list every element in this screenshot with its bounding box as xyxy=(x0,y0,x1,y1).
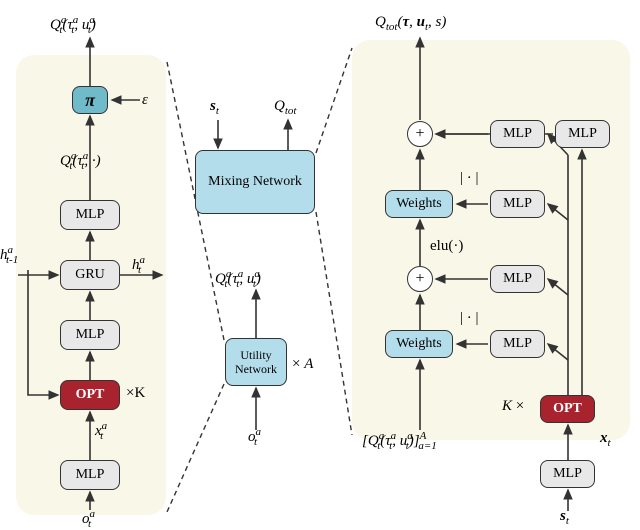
right-mlp-bot: MLP xyxy=(540,460,595,488)
left-h-in: hat-1 xyxy=(0,244,18,266)
left-q-top: Qat(τat, uat) xyxy=(50,14,96,36)
left-mlp-3: MLP xyxy=(60,200,120,230)
box-label: MLP xyxy=(76,207,105,223)
right-mlp-b1: MLP xyxy=(490,265,545,293)
right-abs1: | · | xyxy=(460,310,479,327)
box-label: MLP xyxy=(568,126,597,142)
right-mlp-w2: MLP xyxy=(490,190,545,218)
box-label: MLP xyxy=(503,336,532,352)
right-Ktimes: K × xyxy=(502,398,524,415)
left-ot: oat xyxy=(82,508,91,530)
box-label: MLP xyxy=(76,327,105,343)
center-st: st xyxy=(210,98,219,117)
right-panel xyxy=(352,40,630,440)
right-mlp-w1: MLP xyxy=(490,330,545,358)
box-label: OPT xyxy=(76,387,105,403)
box-label: MLP xyxy=(503,196,532,212)
plus2-icon: + xyxy=(407,121,433,147)
box-label: MLP xyxy=(76,467,105,483)
box-label: MLP xyxy=(553,466,582,482)
right-xt: xt xyxy=(600,430,611,449)
right-opt: OPT xyxy=(540,395,595,423)
left-gru: GRU xyxy=(60,260,120,290)
mixing-network: Mixing Network xyxy=(195,150,315,214)
center-qtot: Qtot xyxy=(274,98,296,117)
left-opt: OPT xyxy=(60,380,120,410)
right-elu: elu(·) xyxy=(430,238,463,255)
left-h-out: hat xyxy=(132,254,141,276)
box-label: MLP xyxy=(503,126,532,142)
right-mlp-b2: MLP xyxy=(490,120,545,148)
box-label: OPT xyxy=(553,401,582,417)
right-q-in: [Qat(τat, uat)]Aa=1 xyxy=(362,430,437,452)
left-pi: π xyxy=(72,86,108,114)
center-timesA: × A xyxy=(292,356,313,373)
left-mlp-bottom: MLP xyxy=(60,460,120,490)
left-eps: ε xyxy=(142,92,148,109)
center-oa: oat xyxy=(248,426,257,448)
right-mlp-top: MLP xyxy=(555,120,610,148)
right-abs2: | · | xyxy=(460,170,479,187)
left-timesK: ×K xyxy=(126,385,145,402)
box-label: GRU xyxy=(75,267,105,283)
box-label: Weights xyxy=(396,336,442,352)
left-xt: xat xyxy=(95,420,103,442)
center-qa: Qat(τat, uat) xyxy=(215,268,261,290)
right-st: st xyxy=(560,508,569,527)
box-label: π xyxy=(85,90,95,111)
box-label: MLP xyxy=(503,271,532,287)
left-mlp-2: MLP xyxy=(60,320,120,350)
right-weights2: Weights xyxy=(385,190,453,218)
utility-network: UtilityNetwork xyxy=(225,338,287,386)
right-q-top: Qtot(τ, ut, s) xyxy=(375,14,446,33)
left-q-dot: Qat(τat, ·) xyxy=(60,150,101,172)
right-weights1: Weights xyxy=(385,330,453,358)
plus1-icon: + xyxy=(407,266,433,292)
box-label: Weights xyxy=(396,196,442,212)
